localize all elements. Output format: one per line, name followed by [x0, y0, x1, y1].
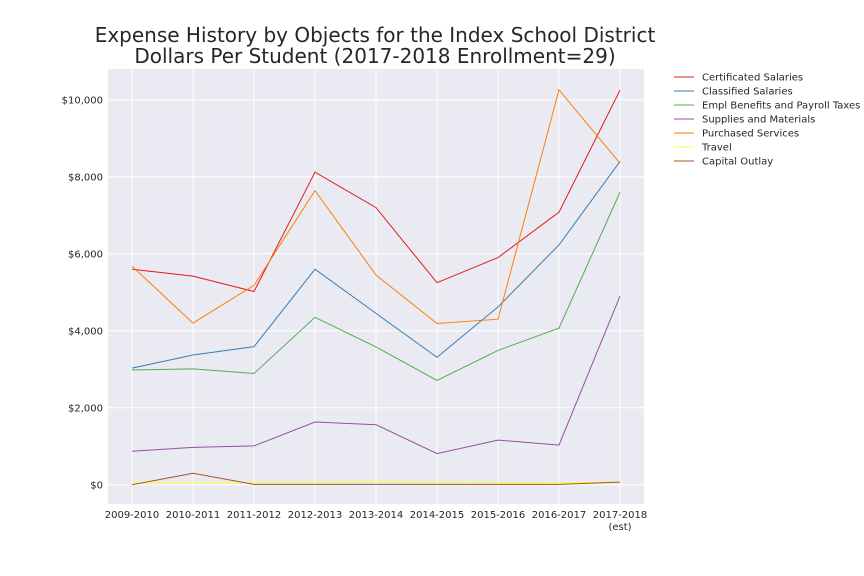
legend-label: Capital Outlay: [702, 157, 773, 168]
x-tick-label: 2013-2014: [349, 510, 404, 521]
y-tick-label: $4,000: [68, 326, 103, 337]
series-line-4: [131, 88, 621, 325]
legend-label: Travel: [701, 143, 732, 154]
legend: Certificated Salaries Classified Salaries…: [674, 73, 860, 168]
series-line-1: [131, 161, 621, 369]
chart-subtitle: Dollars Per Student (2017-2018 Enrollmen…: [134, 44, 615, 68]
grid: [108, 69, 644, 504]
x-tick-label: 2009-2010: [105, 510, 160, 521]
series-line-0: [131, 89, 621, 293]
series-line-6: [131, 472, 621, 486]
y-axis: $0 $2,000 $4,000 $6,000 $8,000 $10,000: [62, 95, 103, 491]
x-tick-label: 2011-2012: [227, 510, 282, 521]
legend-label: Supplies and Materials: [702, 115, 815, 126]
x-tick-label: 2017-2018 (est): [593, 510, 648, 533]
series-line-5: [131, 480, 621, 485]
series-line-2: [131, 191, 621, 381]
y-tick-label: $6,000: [68, 249, 103, 260]
x-tick-label: 2010-2011: [166, 510, 221, 521]
y-tick-label: $0: [90, 480, 103, 491]
legend-label: Purchased Services: [702, 129, 799, 140]
x-tick-label: 2014-2015: [410, 510, 465, 521]
x-tick-label: 2015-2016: [471, 510, 526, 521]
x-tick-label: 2012-2013: [288, 510, 343, 521]
legend-label: Classified Salaries: [702, 87, 793, 98]
x-tick-label: 2016-2017: [532, 510, 587, 521]
legend-label: Certificated Salaries: [702, 73, 803, 84]
series-lines: [131, 88, 621, 486]
x-axis: 2009-2010 2010-2011 2011-2012 2012-2013 2013…: [105, 510, 648, 533]
y-tick-label: $2,000: [68, 403, 103, 414]
legend-label: Empl Benefits and Payroll Taxes: [702, 101, 860, 112]
chart-title: Expense History by Objects for the Index…: [95, 23, 656, 47]
y-tick-label: $10,000: [62, 95, 103, 106]
series-line-3: [131, 295, 621, 455]
y-tick-label: $8,000: [68, 172, 103, 183]
